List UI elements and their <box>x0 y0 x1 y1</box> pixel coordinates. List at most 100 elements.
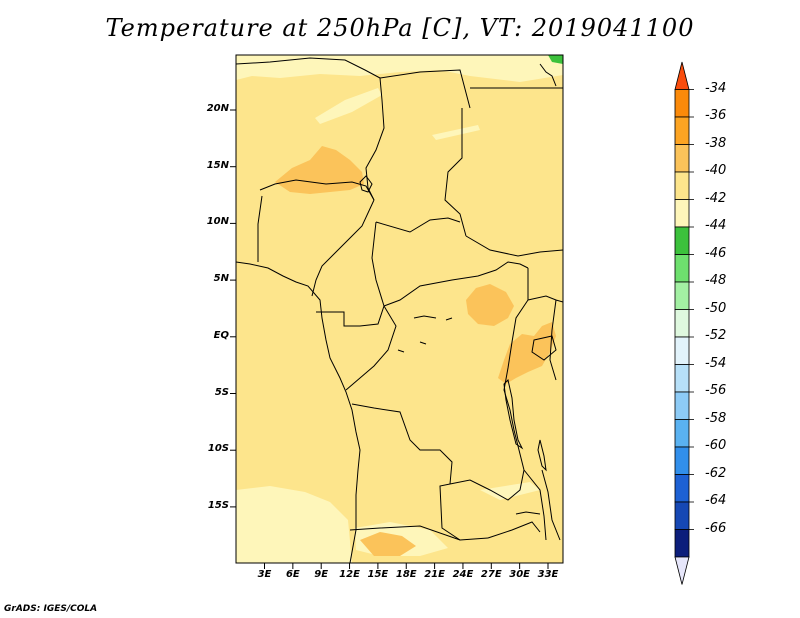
lake-victoria <box>531 335 557 361</box>
light-streak-sahara <box>315 88 382 124</box>
lake-malawi <box>537 439 547 472</box>
border-uganda <box>527 295 563 303</box>
light-streak-east <box>480 482 540 500</box>
light-region-southwest <box>236 486 352 563</box>
colorbar-label: -36 <box>705 108 727 123</box>
border-libya-chad <box>379 69 471 109</box>
lat-label: 10N <box>206 216 229 228</box>
lon-label: 21E <box>424 569 445 580</box>
border-car-drc <box>383 261 529 307</box>
lon-label: 15E <box>367 569 389 580</box>
lat-label: 15S <box>207 499 229 511</box>
zambezi-marking <box>515 511 541 515</box>
lat-label: 20N <box>206 103 229 114</box>
lon-label: 27E <box>480 569 502 580</box>
border-car-west <box>371 221 385 307</box>
congo-river-markings <box>397 315 453 353</box>
border-angola-zambia <box>439 483 461 541</box>
colorbar-swatch <box>674 281 690 310</box>
lon-label: 3E <box>257 569 272 580</box>
border-niger-nigeria <box>259 179 375 201</box>
lat-label: 5N <box>213 273 229 285</box>
colorbar-swatch <box>674 226 690 255</box>
colorbar-swatch <box>674 446 690 475</box>
colorbar-label: -66 <box>705 520 727 536</box>
colorbar-label: -50 <box>705 300 727 316</box>
warm-region-greatlakes <box>498 322 556 384</box>
colorbar-swatch <box>674 309 690 338</box>
border-congo-drc <box>345 305 397 391</box>
border-cameroon-gabon <box>316 305 385 327</box>
lon-label: 6E <box>285 569 300 580</box>
green-patch-northeast <box>548 55 563 64</box>
border-chad-sudan <box>444 108 467 237</box>
border-sudan-ss <box>465 235 563 257</box>
colorbar-swatch <box>674 254 690 283</box>
colorbar-label: -34 <box>705 80 727 96</box>
colorbar-swatch <box>674 419 690 448</box>
lat-ticks <box>230 109 236 508</box>
border-drc-angola <box>351 403 453 485</box>
plot-frame <box>235 54 564 564</box>
border-chad-car <box>375 217 461 233</box>
border-niger-north <box>236 57 381 79</box>
colorbar-label: -44 <box>705 218 727 233</box>
warm-region-congo <box>466 284 514 326</box>
nile-river-marking <box>539 63 557 87</box>
colorbar-label: -40 <box>705 163 727 178</box>
colorbar-swatch <box>674 199 690 228</box>
colorbar-top-arrow <box>674 61 690 90</box>
lat-label: EQ <box>213 329 229 341</box>
colorbar-swatch <box>674 144 690 173</box>
colorbar-label: -58 <box>705 410 727 426</box>
colorbar-swatch <box>674 89 690 118</box>
border-nigeria-cameroon <box>311 199 375 297</box>
coastline-west-africa <box>236 261 361 563</box>
colorbar-swatch <box>674 336 690 365</box>
lake-tanganyika <box>503 379 524 450</box>
lon-label: 9E <box>314 569 329 580</box>
colorbar-label: -42 <box>705 190 727 206</box>
lon-label: 24E <box>452 569 474 580</box>
colorbar-label: -38 <box>705 135 727 151</box>
warm-region-south <box>360 532 416 556</box>
border-niger-chad <box>365 77 385 201</box>
colorbar-label: -48 <box>705 273 727 288</box>
colorbar-swatch <box>674 116 690 145</box>
lon-label: 33E <box>537 569 559 580</box>
colorbar-swatch <box>674 474 690 503</box>
colorbar-swatch <box>674 501 690 530</box>
lat-label: 5S <box>214 386 229 398</box>
colorbar-label: -64 <box>705 493 727 508</box>
border-zambia-drc <box>449 469 525 501</box>
colorbar-swatch <box>674 171 690 200</box>
chart-title: Temperature at 250hPa [C], VT: 201904110… <box>105 14 695 42</box>
border-malawi <box>541 469 561 541</box>
lon-label: 12E <box>339 569 360 580</box>
lat-label: 10S <box>207 443 229 455</box>
colorbar-label: -54 <box>705 355 727 371</box>
colorbar-swatch <box>674 364 690 393</box>
colorbar-bottom-arrow <box>674 556 690 585</box>
colorbar-label: -62 <box>705 465 727 481</box>
border-benin-west <box>257 195 263 262</box>
colorbar-label: -46 <box>705 245 727 261</box>
colorbar <box>674 61 694 585</box>
warm-region-nigeria <box>275 146 364 194</box>
lat-label: 15N <box>206 159 229 171</box>
border-angola-namibia <box>349 525 489 541</box>
border-tanzania-south <box>523 469 547 541</box>
border-kenya <box>549 299 557 381</box>
colorbar-label: -52 <box>705 328 727 343</box>
lon-label: 30E <box>509 569 531 580</box>
colorbar-swatch <box>674 391 690 420</box>
lon-ticks <box>264 563 549 569</box>
credit-label: GrADS: IGES/COLA <box>4 604 98 614</box>
colorbar-label: -60 <box>705 438 727 453</box>
colorbar-swatch <box>674 529 690 558</box>
lake-chad <box>359 175 373 193</box>
border-drc-east <box>503 268 529 471</box>
light-region-north <box>236 55 563 82</box>
light-streak-chad <box>432 125 480 140</box>
